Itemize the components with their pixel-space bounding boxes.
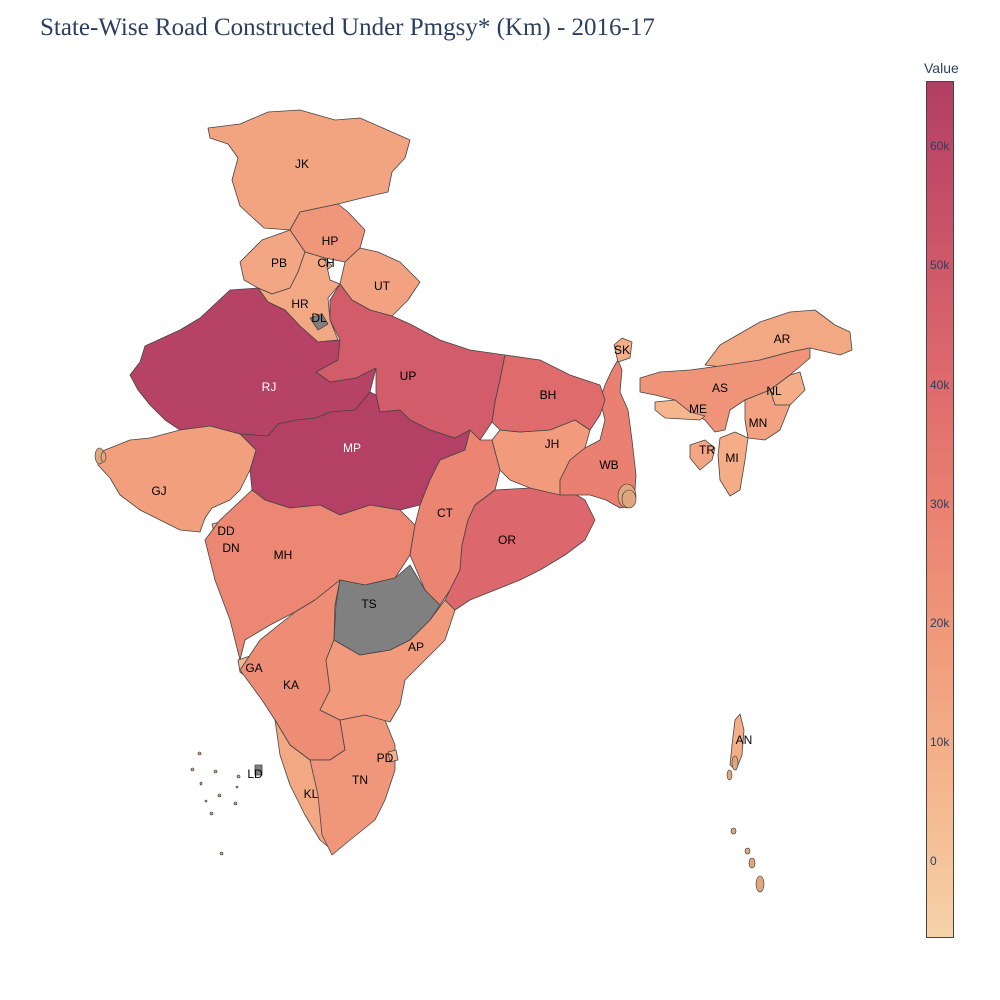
state-label-ap: AP [408, 640, 424, 654]
state-label-pb: PB [271, 256, 287, 270]
state-pd[interactable] [387, 749, 399, 763]
state-label-dl: DL [311, 311, 327, 325]
colorbar-tick-label: 60k [930, 139, 950, 154]
state-label-ch: CH [317, 256, 334, 270]
state-label-bh: BH [540, 388, 557, 402]
state-mi[interactable] [717, 431, 749, 497]
colorbar-title: Value [924, 60, 959, 76]
state-label-jh: JH [545, 437, 560, 451]
state-label-wb: WB [599, 458, 618, 472]
colorbar-tick-label: 10k [930, 734, 950, 749]
state-label-mh: MH [274, 548, 293, 562]
state-label-up: UP [400, 369, 417, 383]
island-shape [204, 799, 208, 803]
state-mh[interactable] [204, 489, 416, 661]
colorbar-tick-label: 20k [930, 615, 950, 630]
island-shape [731, 755, 739, 771]
island-shape [748, 857, 756, 869]
island-shape [235, 785, 239, 789]
colorbar-tick-label: 30k [930, 496, 950, 511]
state-label-pd: PD [377, 751, 394, 765]
island-shape [730, 827, 737, 835]
island-shape [199, 781, 203, 786]
state-tn[interactable] [309, 714, 396, 856]
state-label-ka: KA [283, 678, 299, 692]
state-label-ct: CT [437, 506, 454, 520]
state-label-tn: TN [352, 773, 368, 787]
island-shape [755, 875, 765, 893]
state-label-nl: NL [766, 384, 782, 398]
state-label-hp: HP [322, 234, 339, 248]
state-label-ar: AR [774, 332, 791, 346]
state-sk[interactable] [613, 337, 633, 363]
colorbar-tick-label: 40k [930, 377, 950, 392]
state-label-an: AN [736, 733, 753, 747]
state-label-kl: KL [304, 787, 319, 801]
state-label-ld: LD [247, 767, 263, 781]
state-label-ts: TS [361, 597, 376, 611]
island-shape [744, 847, 751, 855]
state-wb[interactable] [559, 359, 637, 509]
state-label-jk: JK [295, 157, 309, 171]
state-label-tr: TR [699, 443, 715, 457]
state-label-mp: MP [343, 441, 361, 455]
state-bh[interactable] [491, 354, 606, 433]
island-shape [209, 811, 214, 816]
state-ld[interactable] [254, 764, 263, 776]
state-dl[interactable] [309, 313, 329, 331]
state-label-as: AS [712, 381, 728, 395]
island-shape [100, 451, 107, 463]
colorbar-tick-label: 0 [930, 853, 937, 868]
island-shape [233, 801, 238, 806]
state-or[interactable] [444, 484, 596, 611]
island-shape [197, 751, 202, 756]
state-label-sk: SK [614, 343, 630, 357]
state-tr[interactable] [689, 439, 716, 471]
state-label-or: OR [498, 533, 516, 547]
state-label-mi: MI [725, 451, 738, 465]
state-label-dd: DD [217, 524, 235, 538]
state-label-dn: DN [222, 541, 239, 555]
state-label-mn: MN [749, 416, 768, 430]
colorbar-tick-label: 50k [930, 258, 950, 273]
state-gj[interactable] [97, 425, 257, 533]
state-label-rj: RJ [262, 380, 277, 394]
state-mn[interactable] [744, 389, 791, 441]
state-an[interactable] [729, 713, 745, 771]
island-shape [726, 769, 733, 781]
state-label-hr: HR [291, 297, 309, 311]
island-shape [217, 793, 222, 798]
island-shape [219, 851, 224, 856]
state-label-gj: GJ [151, 484, 166, 498]
state-label-me: ME [689, 402, 707, 416]
island-shape [190, 767, 195, 772]
state-label-ut: UT [374, 279, 391, 293]
state-me[interactable] [654, 399, 706, 421]
colorbar [926, 81, 954, 938]
state-label-ga: GA [245, 661, 262, 675]
island-shape [213, 769, 218, 774]
state-jk[interactable] [207, 109, 411, 231]
chart-title: State-Wise Road Constructed Under Pmgsy*… [40, 14, 655, 41]
island-shape [621, 489, 637, 509]
island-shape [236, 774, 241, 779]
